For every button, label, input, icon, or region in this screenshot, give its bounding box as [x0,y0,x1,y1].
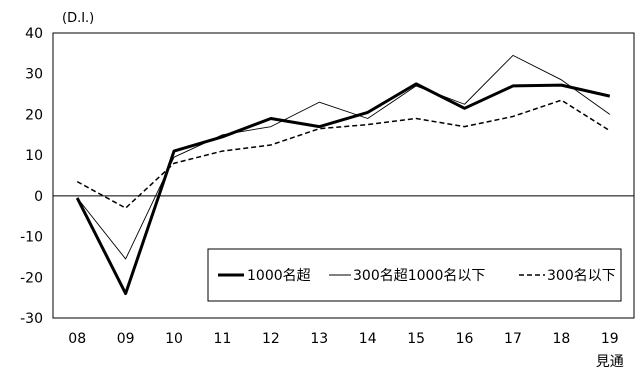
plot-border [52,32,635,319]
x-tick-label: 08 [68,331,86,347]
series-line-2 [76,99,611,209]
y-tick-label: -10 [20,230,43,246]
legend-box [207,248,622,302]
y-tick-label: -20 [20,270,43,286]
y-tick-label: 20 [25,107,43,123]
y-tick-label: 0 [34,189,43,205]
x-tick-label: 11 [214,331,232,347]
x-tick-label: 15 [407,331,425,347]
series-layer [75,54,611,296]
legend-label: 300名以下 [547,268,616,284]
x-tick-label: 18 [552,331,570,347]
x-tick-label: 16 [456,331,474,347]
x-tick-label: 10 [165,331,183,347]
x-tick-label: 17 [504,331,522,347]
legend-label: 300名超1000名以下 [353,268,485,284]
y-axis: -30 -20 -10 0 10 20 30 40 [20,26,43,327]
legend-label: 1000名超 [247,268,311,284]
y-tick-label: 40 [25,26,43,42]
legend: 1000名超 300名超1000名以下 300名以下 [207,248,622,302]
x-axis: 08 09 10 11 12 13 14 15 16 17 18 19 見通 [68,331,623,370]
x-tick-label: 14 [359,331,377,347]
y-tick-label: -30 [20,311,43,327]
x-tick-label: 09 [117,331,135,347]
unit-label: (D.I.) [62,11,94,26]
y-tick-label: 30 [25,67,43,83]
x-tick-label: 13 [310,331,328,347]
plot-area [52,32,635,319]
y-tick-label: 10 [25,148,43,164]
x-tick-sublabel: 見通 [596,354,624,370]
series-line-0 [75,82,611,296]
x-tick-label: 12 [262,331,280,347]
x-tick-label: 19 [601,331,619,347]
